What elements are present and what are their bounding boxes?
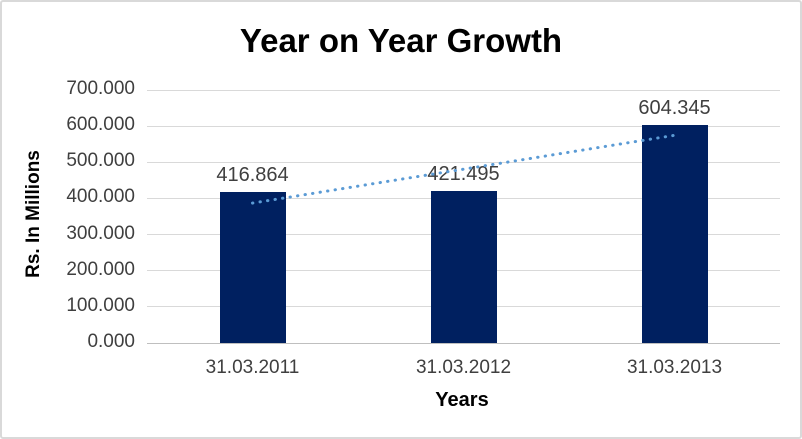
- bar-data-label: 421.495: [427, 162, 500, 185]
- bar: [430, 190, 497, 343]
- gridline: [147, 89, 780, 91]
- y-tick-label: 600.000: [66, 114, 135, 136]
- x-tick-label: 31.03.2013: [626, 357, 723, 378]
- x-tick-label: 31.03.2011: [205, 357, 300, 378]
- y-tick-label: 0.000: [87, 331, 135, 352]
- y-tick-label: 400.000: [66, 186, 135, 208]
- x-axis-line: [147, 342, 780, 344]
- bar-data-label: 604.345: [638, 96, 711, 119]
- bar: [641, 124, 708, 343]
- bar-data-label: 416.864: [216, 164, 289, 187]
- y-tick-label: 700.000: [66, 78, 135, 99]
- x-axis-title: Years: [435, 389, 489, 411]
- y-tick-label: 300.000: [66, 222, 135, 244]
- y-tick-label: 100.000: [66, 294, 135, 316]
- x-tick-label: 31.03.2012: [415, 357, 512, 378]
- chart-title: Year on Year Growth: [239, 22, 563, 59]
- y-tick-label: 500.000: [66, 150, 135, 172]
- gridline: [147, 125, 780, 127]
- bar: [219, 192, 286, 343]
- y-tick-label: 200.000: [66, 258, 135, 280]
